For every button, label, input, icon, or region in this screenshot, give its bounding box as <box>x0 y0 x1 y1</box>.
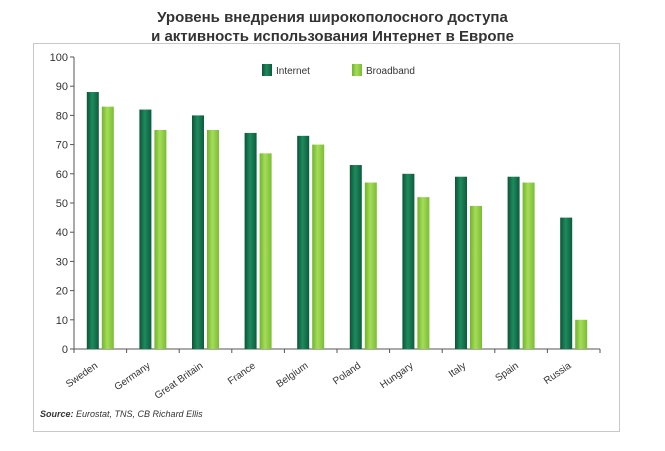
bar-broadband-sweden <box>101 106 114 349</box>
bar-broadband-poland <box>364 182 377 349</box>
chart-title-line-1: Уровень внедрения широкополосного доступ… <box>157 9 508 26</box>
bar-internet-hungary <box>402 173 415 349</box>
bar-internet-france <box>244 132 257 349</box>
chart-title: Уровень внедрения широкополосного доступ… <box>0 8 665 46</box>
y-tick-label: 60 <box>56 169 68 181</box>
y-tick-label: 40 <box>56 227 68 239</box>
source-label: Source: <box>40 409 74 419</box>
x-tick-label: Italy <box>447 360 468 380</box>
x-tick-label: Poland <box>331 360 363 387</box>
x-tick-label: Russia <box>542 360 574 387</box>
bar-internet-great-britain <box>192 115 204 350</box>
legend-label-broadband: Broadband <box>366 66 415 77</box>
chart-frame <box>33 43 620 432</box>
y-tick-label: 0 <box>62 344 68 356</box>
y-tick-label: 50 <box>56 198 68 210</box>
x-tick-label: Great Britain <box>153 360 205 401</box>
y-tick-label: 10 <box>56 315 68 327</box>
bar-internet-russia <box>560 217 573 349</box>
legend: Internet Broadband <box>262 64 415 77</box>
bar-internet-sweden <box>86 92 99 349</box>
bar-broadband-great-britain <box>207 130 219 349</box>
x-tick-label: France <box>226 360 258 387</box>
chart-title-line-2: и активность использования Интернет в Ев… <box>151 28 514 45</box>
bar-broadband-spain <box>522 182 535 349</box>
bar-broadband-belgium <box>312 144 325 349</box>
legend-label-internet: Internet <box>276 66 310 77</box>
x-tick-label: Germany <box>113 360 153 393</box>
x-tick-label: Sweden <box>64 360 100 390</box>
bar-broadband-germany <box>154 130 167 349</box>
legend-swatch-broadband <box>352 64 362 76</box>
legend-swatch-internet <box>262 64 272 76</box>
bar-internet-poland <box>349 165 362 349</box>
bar-internet-germany <box>139 109 152 349</box>
y-tick-label: 80 <box>56 110 68 122</box>
bar-broadband-russia <box>575 319 588 349</box>
y-tick-label: 20 <box>56 286 68 298</box>
y-tick-label: 70 <box>56 140 68 152</box>
bar-broadband-hungary <box>417 197 430 349</box>
x-tick-label: Spain <box>494 360 521 384</box>
bars <box>86 92 588 350</box>
x-tick-label: Hungary <box>378 360 415 391</box>
y-tick-label: 30 <box>56 256 68 268</box>
bar-broadband-italy <box>470 205 482 349</box>
bar-broadband-france <box>259 153 272 349</box>
y-tick-label: 100 <box>50 52 68 64</box>
source-note: Source: Eurostat, TNS, CB Richard Ellis <box>40 409 203 419</box>
x-tick-labels: Sweden Germany Great Britain France Belgium P… <box>64 360 574 401</box>
x-tick-label: Belgium <box>275 360 311 390</box>
bar-internet-spain <box>507 176 520 349</box>
source-text: Eurostat, TNS, CB Richard Ellis <box>76 409 203 419</box>
y-tick-label: 90 <box>56 81 68 93</box>
bar-internet-belgium <box>297 135 310 349</box>
bar-internet-italy <box>455 176 467 349</box>
